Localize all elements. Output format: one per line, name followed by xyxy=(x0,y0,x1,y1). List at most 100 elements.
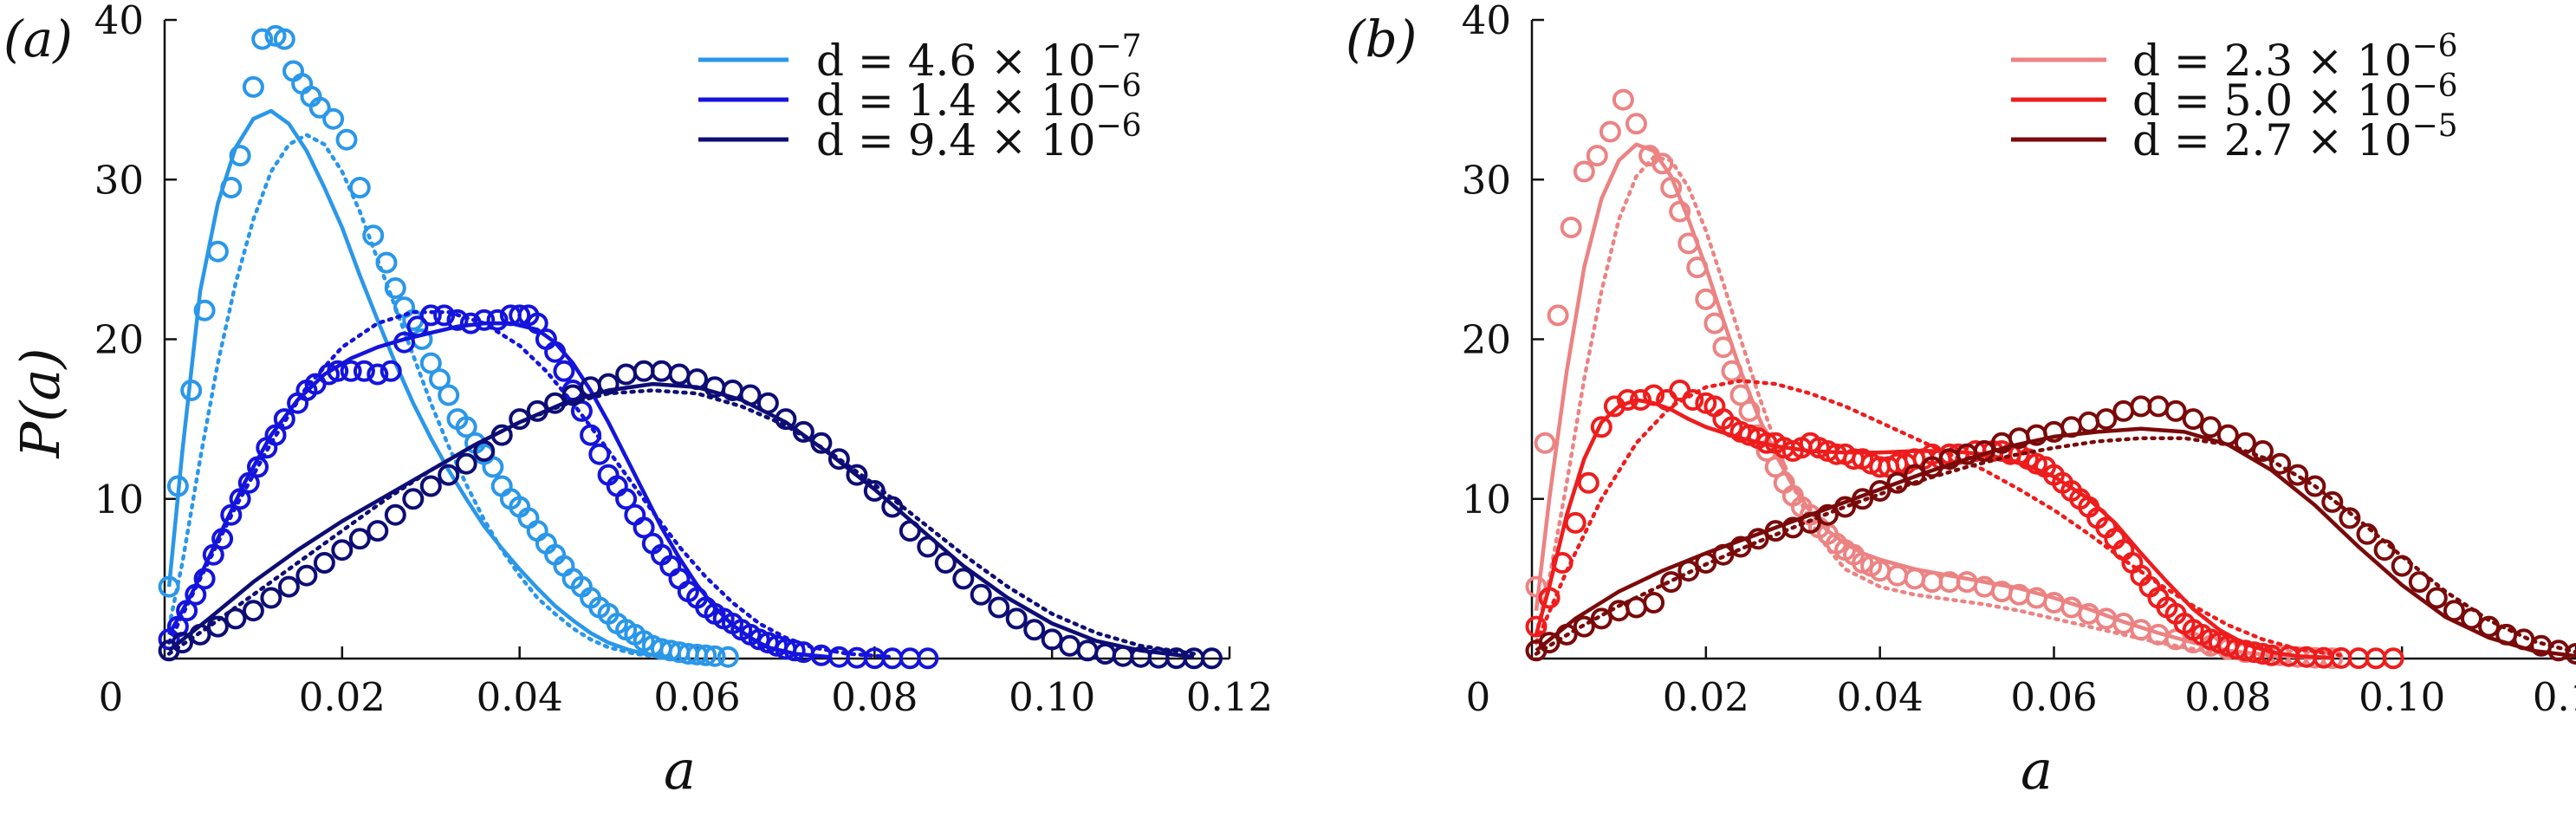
y-tick-label: 30 xyxy=(94,157,144,203)
data-marker xyxy=(247,456,269,478)
data-marker xyxy=(1747,528,1769,550)
legend-label-main: d = 5.0 × 10 xyxy=(2132,75,2412,126)
data-marker xyxy=(2425,587,2448,609)
data-marker xyxy=(308,96,331,119)
data-marker xyxy=(1703,312,1726,334)
data-marker xyxy=(206,240,229,263)
data-marker xyxy=(348,528,371,550)
data-marker xyxy=(459,312,482,334)
panel-title: (a) xyxy=(3,10,73,68)
data-marker xyxy=(1852,488,1874,510)
data-marker xyxy=(1677,232,1700,255)
data-marker xyxy=(526,399,548,422)
data-marker xyxy=(1005,607,1028,630)
data-marker xyxy=(1904,464,1926,486)
data-marker xyxy=(615,488,638,510)
data-marker xyxy=(846,464,868,486)
legend-label-main: d = 9.4 × 10 xyxy=(816,115,1096,166)
data-marker xyxy=(2269,452,2292,475)
data-marker xyxy=(1886,471,1909,494)
data-marker xyxy=(384,503,406,526)
data-marker xyxy=(158,575,180,598)
data-marker xyxy=(327,360,349,382)
data-marker xyxy=(1764,456,1787,478)
data-marker xyxy=(2304,475,2326,497)
data-marker xyxy=(438,464,460,486)
data-marker xyxy=(1695,288,1717,310)
panel-b: 0 0.02 0.04 0.06 0.08 0.10 0.12 10 20 30 40 (b) a d =… xyxy=(1346,0,2576,802)
data-marker xyxy=(509,304,531,327)
data-marker xyxy=(2391,555,2413,577)
data-marker xyxy=(348,177,371,198)
data-marker xyxy=(193,568,216,590)
data-marker xyxy=(2565,643,2576,665)
data-marker xyxy=(2461,607,2482,630)
data-marker xyxy=(792,420,814,443)
legend-label-main: d = 4.6 × 10 xyxy=(816,36,1096,86)
x-tick-label: 0.10 xyxy=(1009,674,1095,720)
data-marker xyxy=(1712,336,1735,359)
data-marker xyxy=(2164,399,2187,422)
data-marker xyxy=(189,623,211,646)
data-marker xyxy=(1686,256,1709,279)
series-3 xyxy=(1525,395,2576,665)
data-marker xyxy=(1729,536,1752,558)
data-marker xyxy=(419,352,442,374)
y-tick-label: 20 xyxy=(1462,317,1511,363)
data-marker xyxy=(2373,539,2396,562)
series-solid-line xyxy=(167,381,1195,659)
data-marker xyxy=(934,552,957,574)
data-marker xyxy=(419,475,442,497)
data-marker xyxy=(544,341,567,363)
data-marker xyxy=(1590,416,1612,438)
data-marker xyxy=(1525,615,1548,638)
data-marker xyxy=(1590,607,1612,630)
panel-a: 0 0.02 0.04 0.06 0.08 0.10 0.12 10 20 30 40 (a) a P(a… xyxy=(3,0,1273,802)
series-1 xyxy=(158,24,739,668)
data-marker xyxy=(1712,543,1735,566)
y-tick-label: 10 xyxy=(1462,477,1511,523)
data-marker xyxy=(211,528,234,550)
data-marker xyxy=(917,647,939,670)
legend-label-main: d = 2.7 × 10 xyxy=(2132,115,2412,166)
data-marker xyxy=(229,145,251,167)
data-marker xyxy=(588,443,611,465)
x-tick-label: 0.06 xyxy=(653,674,740,720)
legend-label-main: d = 1.4 × 10 xyxy=(816,75,1096,126)
data-marker xyxy=(2287,464,2309,486)
data-marker xyxy=(393,331,415,354)
data-marker xyxy=(1669,200,1691,223)
data-marker xyxy=(473,308,496,331)
data-marker xyxy=(419,304,442,327)
data-marker xyxy=(367,363,389,386)
data-marker xyxy=(1682,389,1704,411)
data-marker xyxy=(717,646,739,668)
data-marker xyxy=(1921,456,1943,478)
legend-label-exponent: −6 xyxy=(2412,29,2458,64)
data-marker xyxy=(1738,399,1761,422)
data-marker xyxy=(633,516,655,539)
legend-label-exponent: −5 xyxy=(2412,108,2458,144)
data-marker xyxy=(1551,552,1574,574)
data-marker xyxy=(362,224,385,247)
data-marker xyxy=(1660,177,1683,198)
data-marker xyxy=(2216,424,2239,446)
data-marker xyxy=(490,424,513,446)
data-marker xyxy=(438,384,460,406)
legend-label-exponent: −6 xyxy=(1096,108,1142,144)
data-marker xyxy=(1599,120,1621,143)
data-marker xyxy=(433,304,456,327)
data-marker xyxy=(264,424,287,446)
data-marker xyxy=(406,315,429,338)
data-marker xyxy=(1023,619,1046,641)
data-marker xyxy=(313,552,335,574)
data-marker xyxy=(455,452,477,475)
data-marker xyxy=(739,384,762,406)
data-marker xyxy=(1625,113,1647,135)
data-marker xyxy=(455,416,477,438)
data-marker xyxy=(380,360,402,382)
data-marker xyxy=(1555,623,1578,646)
data-marker xyxy=(429,368,451,391)
series-dotted-line xyxy=(166,388,1197,656)
